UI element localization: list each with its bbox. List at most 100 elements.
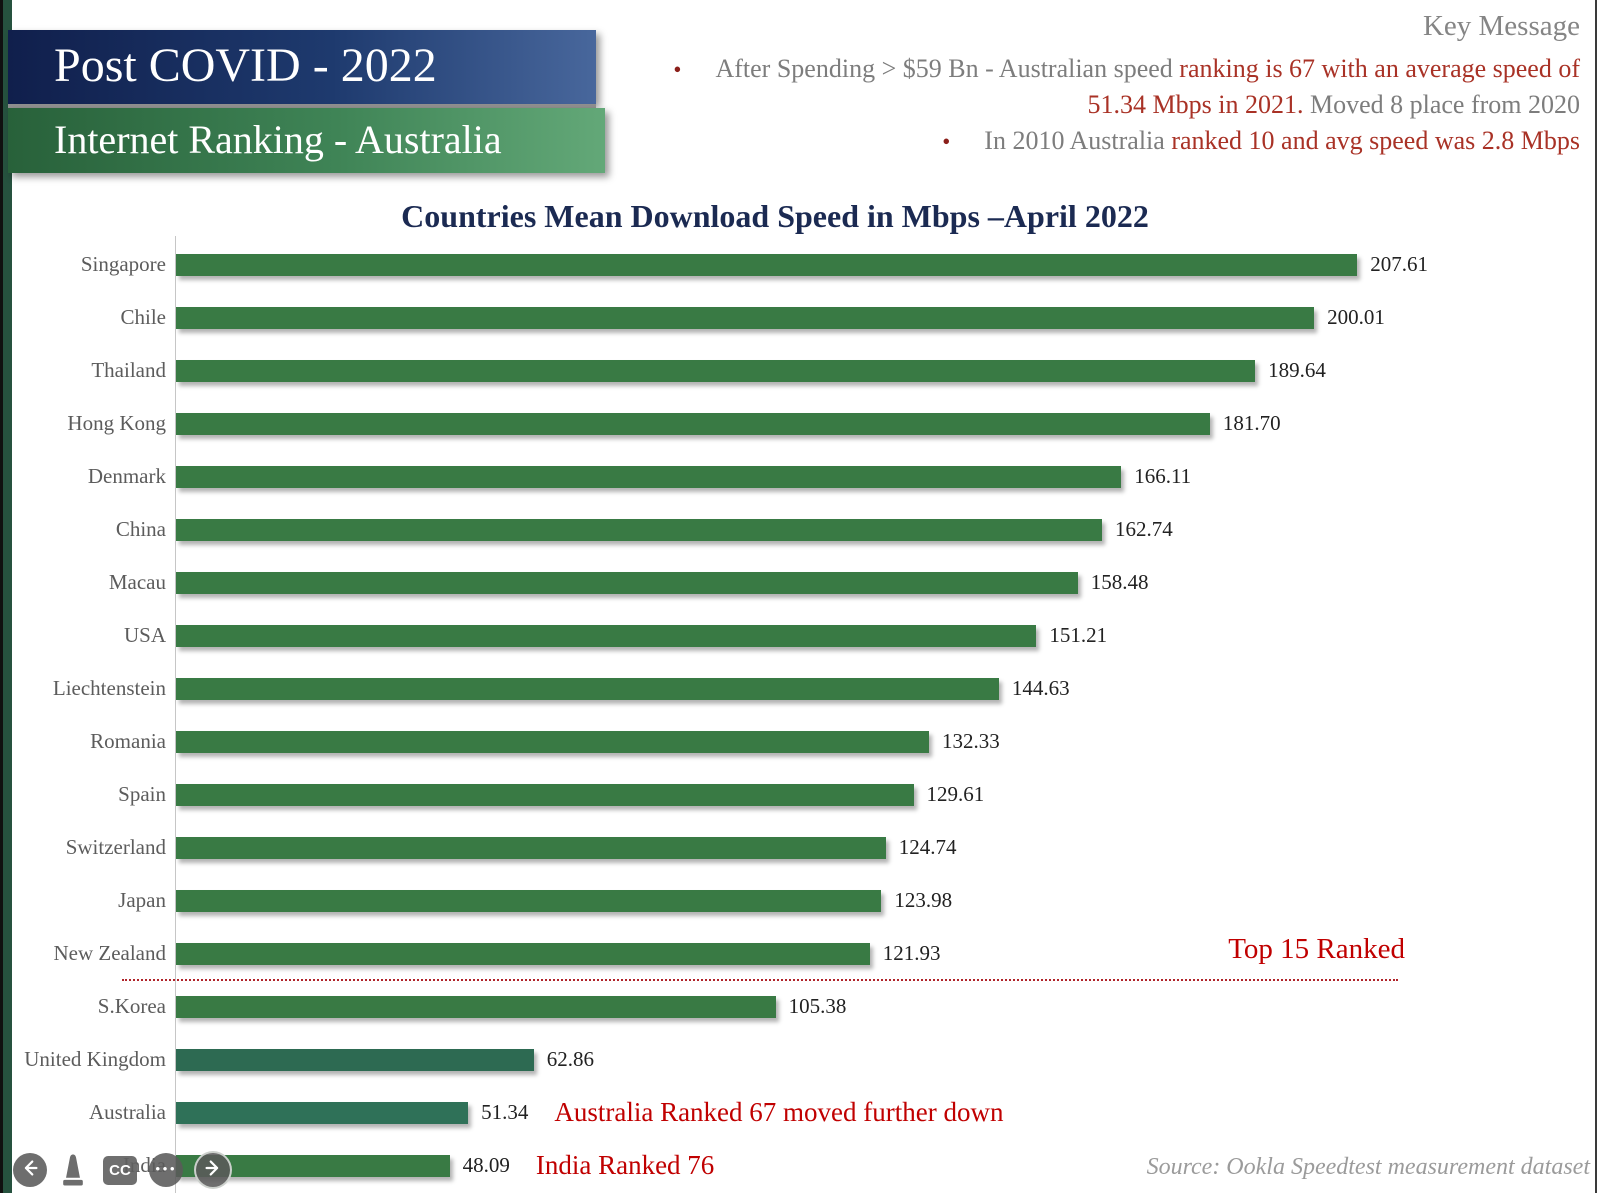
- bar: [176, 624, 1037, 647]
- chart-row: Denmark 166.11: [0, 450, 1600, 503]
- next-button[interactable]: [194, 1151, 232, 1189]
- bar-value: 158.48: [1090, 570, 1149, 594]
- bar-label: New Zealand: [53, 941, 166, 965]
- chart-row: Liechtenstein 144.63: [0, 662, 1600, 715]
- bar-label: Macau: [108, 570, 166, 594]
- chart-row: Switzerland 124.74: [0, 821, 1600, 874]
- chart-row: Spain 129.61: [0, 768, 1600, 821]
- pointer-cone-icon: [58, 1154, 88, 1192]
- bullet-icon: •: [673, 57, 682, 82]
- bar-value: 129.61: [926, 782, 985, 806]
- bar-annotation: Australia Ranked 67 moved further down: [554, 1097, 1004, 1127]
- chart-row: Thailand 189.64: [0, 344, 1600, 397]
- ellipsis-icon: •••: [155, 1162, 177, 1178]
- pointer-button[interactable]: [58, 1152, 88, 1193]
- y-axis-line: [175, 236, 176, 1193]
- bar-label: Japan: [118, 888, 166, 912]
- bullet-icon: •: [942, 129, 951, 154]
- bar: [176, 306, 1315, 329]
- right-edge-line: [1595, 0, 1597, 1193]
- banner-divider: [8, 104, 596, 108]
- chart-row: New Zealand 121.93: [0, 927, 1600, 980]
- bar: [176, 571, 1078, 594]
- bar: [176, 730, 929, 753]
- captions-cc-icon: CC: [109, 1162, 131, 1179]
- bar: [176, 465, 1122, 488]
- left-edge-strip: [0, 0, 12, 1193]
- bar: [176, 1048, 534, 1071]
- chart-row: United Kingdom 62.86: [0, 1033, 1600, 1086]
- bar-value: 200.01: [1327, 305, 1385, 329]
- bar: [176, 783, 914, 806]
- back-button[interactable]: [13, 1153, 47, 1187]
- bar-value: 207.61: [1370, 252, 1429, 276]
- chart-row: Chile 200.01: [0, 291, 1600, 344]
- bar-value: 121.93: [882, 941, 941, 965]
- top15-divider-line: [122, 979, 1398, 981]
- bar-label: Switzerland: [65, 835, 166, 859]
- bar-value: 48.09: [462, 1153, 510, 1177]
- chart-row: Australia 51.34 Australia Ranked 67 moved …: [0, 1086, 1600, 1139]
- bar-value: 166.11: [1134, 464, 1192, 488]
- bar: [176, 677, 999, 700]
- bar-value: 105.38: [788, 994, 847, 1018]
- key-message-text: In 2010 Australia: [984, 126, 1172, 155]
- bar-label: Chile: [120, 305, 167, 329]
- bar: [176, 889, 882, 912]
- bar-label: Thailand: [91, 358, 166, 382]
- bar-value: 62.86: [546, 1047, 594, 1071]
- bar: [176, 359, 1256, 382]
- right-arrow-icon: [202, 1157, 224, 1184]
- top15-label: Top 15 Ranked: [1228, 933, 1405, 965]
- bar-value: 144.63: [1011, 676, 1070, 700]
- chart-row: Singapore 207.61: [0, 238, 1600, 291]
- bar: [176, 412, 1210, 435]
- bar-annotation: India Ranked 76: [535, 1150, 715, 1180]
- bar-label: S.Korea: [97, 994, 166, 1018]
- bar-label: Hong Kong: [67, 411, 166, 435]
- key-message: Key Message • After Spending > $59 Bn - A…: [645, 10, 1580, 160]
- bar-value: 189.64: [1268, 358, 1326, 382]
- key-message-list: • After Spending > $59 Bn - Australian sp…: [645, 51, 1580, 159]
- chart-row: China 162.74: [0, 503, 1600, 556]
- chart-row: Japan 123.98: [0, 874, 1600, 927]
- chart-row: USA 151.21: [0, 609, 1600, 662]
- chart-row: Romania 132.33: [0, 715, 1600, 768]
- more-options-button[interactable]: •••: [149, 1153, 183, 1187]
- key-message-text: After Spending > $59 Bn - Australian spe…: [715, 54, 1180, 83]
- source-note: Source: Ookla Speedtest measurement data…: [1146, 1154, 1590, 1180]
- chart-row: Hong Kong 181.70: [0, 397, 1600, 450]
- bar-label: Liechtenstein: [52, 676, 166, 700]
- bar: [176, 1154, 450, 1177]
- captions-button[interactable]: CC: [103, 1156, 137, 1185]
- bar-label: USA: [123, 623, 166, 647]
- bar: [176, 1101, 469, 1124]
- bar-label: United Kingdom: [24, 1047, 166, 1071]
- page-subtitle: Internet Ranking - Australia: [8, 108, 605, 173]
- bar-value: 51.34: [481, 1100, 529, 1124]
- bar-value: 162.74: [1115, 517, 1173, 541]
- bar: [176, 253, 1358, 276]
- bar-value: 132.33: [942, 729, 1000, 753]
- bar-value: 151.21: [1049, 623, 1108, 647]
- chart-row: S.Korea 105.38: [0, 980, 1600, 1033]
- bar: [176, 995, 776, 1018]
- bar: [176, 942, 870, 965]
- bar-label: Australia: [89, 1100, 166, 1124]
- key-message-text: ranked 10 and avg speed was 2.8 Mbps: [1171, 126, 1580, 155]
- bar-value: 124.74: [898, 835, 957, 859]
- key-message-bullet: • In 2010 Australia ranked 10 and avg spe…: [645, 123, 1580, 159]
- bar-label: Singapore: [80, 252, 166, 276]
- bar-label: Denmark: [87, 464, 166, 488]
- bar-label: Spain: [118, 782, 166, 806]
- left-arrow-icon: [19, 1157, 41, 1184]
- bar: [176, 836, 886, 859]
- bar-value: 181.70: [1222, 411, 1281, 435]
- bar-value: 123.98: [894, 888, 953, 912]
- bar: [176, 518, 1102, 541]
- bar-rows: Singapore 207.61 Chile 200.01 Thailand 189.64…: [0, 238, 1600, 1192]
- bar-label: Romania: [90, 729, 166, 753]
- bar-label: China: [115, 517, 166, 541]
- chart-row: Macau 158.48: [0, 556, 1600, 609]
- key-message-bullet: • After Spending > $59 Bn - Australian sp…: [645, 51, 1580, 122]
